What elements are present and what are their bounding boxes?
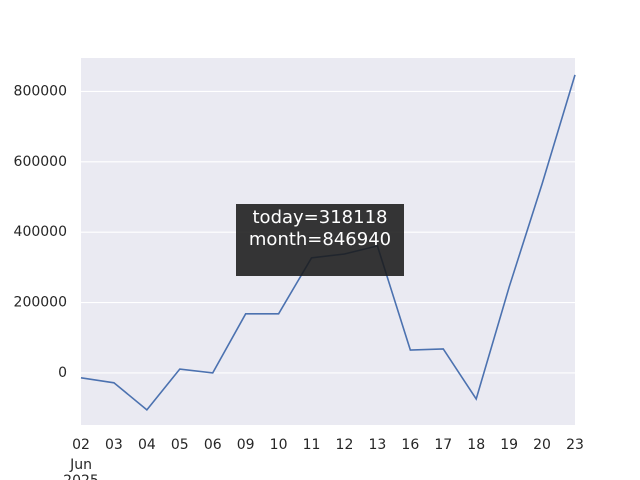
x-tick-label: 04 (138, 437, 156, 453)
x-tick-label: 17 (434, 437, 452, 453)
x-tick-label: 12 (336, 437, 354, 453)
tooltip-text: today=318118 (253, 207, 388, 228)
y-tick-label: 400000 (14, 224, 67, 240)
x-tick-label: 23 (566, 437, 584, 453)
y-tick-label: 600000 (14, 154, 67, 170)
x-tick-label: 09 (237, 437, 255, 453)
x-tick-label: 05 (171, 437, 189, 453)
x-tick-label: 11 (303, 437, 321, 453)
x-tick-label: 03 (105, 437, 123, 453)
x-tick-label: 18 (467, 437, 485, 453)
y-tick-label: 800000 (14, 83, 67, 99)
x-tick-label: 06 (204, 437, 222, 453)
x-tick-label: 10 (270, 437, 288, 453)
x-month-label: Jun (69, 457, 92, 473)
tooltip-text: month=846940 (249, 229, 391, 250)
tooltip-box (236, 204, 404, 276)
x-tick-label: 13 (368, 437, 386, 453)
y-tick-label: 0 (58, 365, 67, 381)
y-tick-label: 200000 (14, 295, 67, 311)
x-tick-label: 20 (533, 437, 551, 453)
x-tick-label: 16 (401, 437, 419, 453)
x-year-label: 2025 (63, 473, 99, 480)
x-tick-label: 19 (500, 437, 518, 453)
x-tick-label: 02 (72, 437, 90, 453)
